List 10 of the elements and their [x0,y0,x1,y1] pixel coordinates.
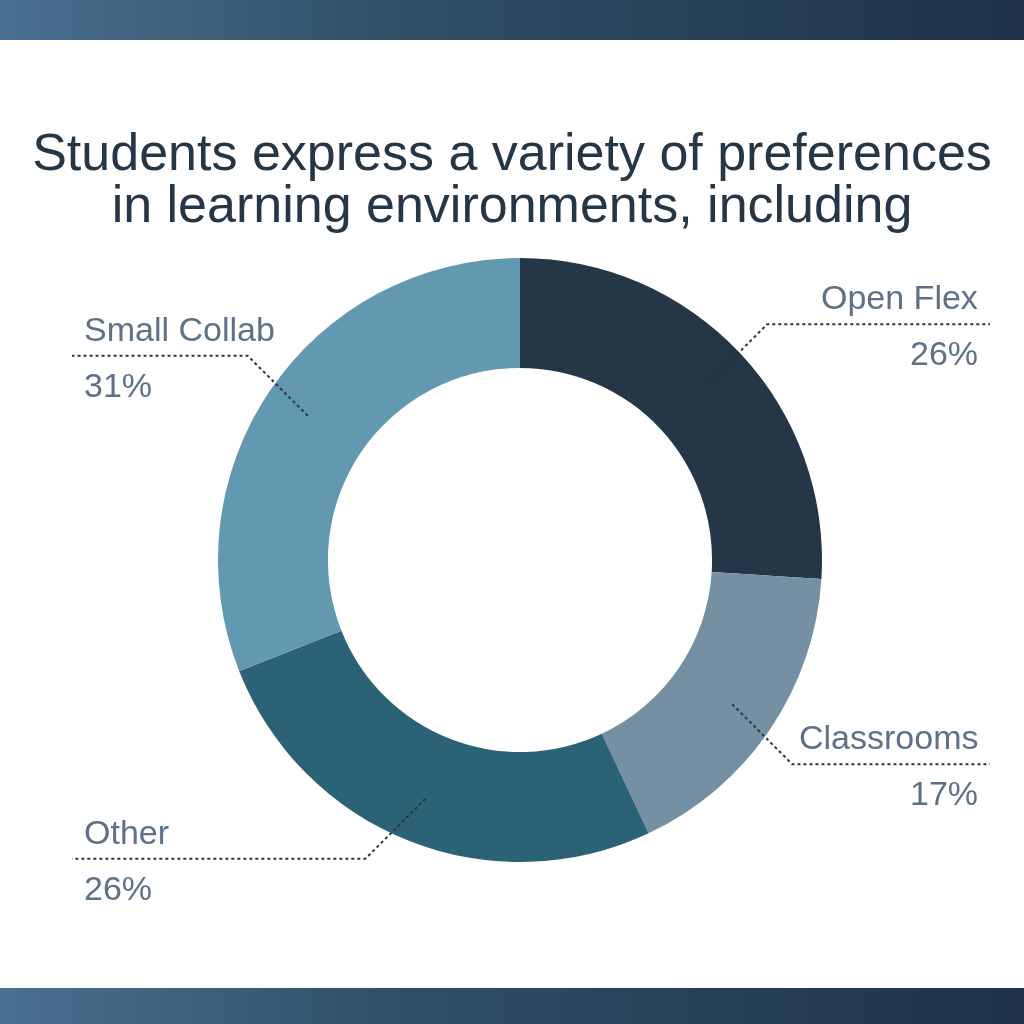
data-label: 31% [84,366,153,404]
slice-label: Small Collab [84,310,275,348]
chart-title: Students express a variety of preferences in learning environments, including [31,123,993,233]
data-label: 26% [910,334,979,372]
data-label: 26% [84,869,153,907]
slice-label: Open Flex [821,278,978,316]
donut-slice [239,630,649,862]
data-label: 17% [910,774,979,812]
slice-label: Other [84,813,170,851]
slice-label: Classrooms [799,718,979,756]
